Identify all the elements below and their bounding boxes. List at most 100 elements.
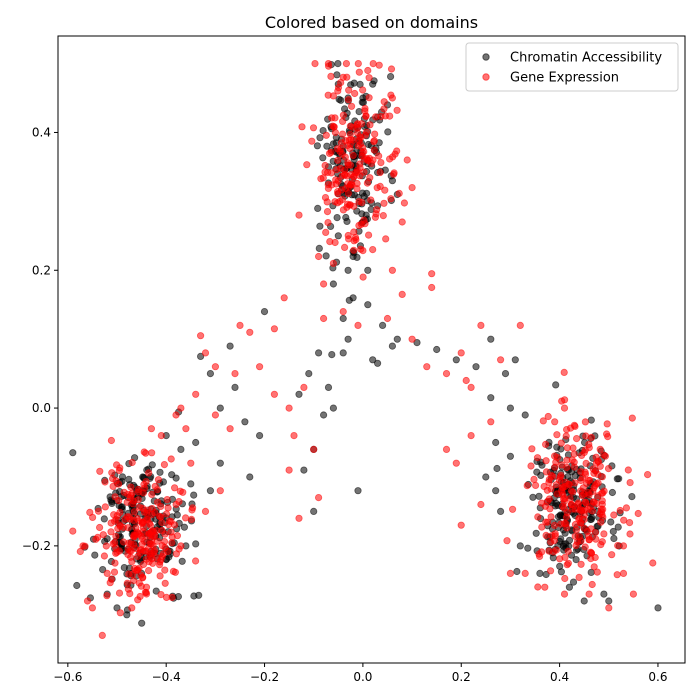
point-gene-expression — [160, 460, 168, 469]
point-gene-expression — [168, 539, 176, 547]
point-gene-expression — [246, 328, 254, 336]
point-gene-expression — [154, 476, 162, 484]
point-gene-expression — [585, 590, 593, 598]
point-gene-expression — [534, 583, 542, 591]
point-gene-expression — [603, 420, 611, 428]
point-chromatin-accessibility — [113, 604, 121, 612]
point-gene-expression — [346, 181, 355, 189]
point-gene-expression — [542, 468, 551, 476]
point-gene-expression — [201, 349, 210, 357]
point-chromatin-accessibility — [549, 554, 557, 562]
point-gene-expression — [102, 542, 110, 550]
point-gene-expression — [346, 130, 354, 138]
point-gene-expression — [626, 478, 634, 487]
chart-title: Colored based on domains — [265, 13, 478, 32]
point-chromatin-accessibility — [388, 342, 396, 350]
point-gene-expression — [132, 566, 140, 574]
point-gene-expression — [142, 590, 151, 598]
point-gene-expression — [303, 161, 311, 169]
point-gene-expression — [553, 490, 561, 498]
point-chromatin-accessibility — [556, 512, 565, 520]
point-gene-expression — [346, 201, 354, 209]
legend: Chromatin Accessibility Gene Expression — [465, 42, 679, 92]
point-gene-expression — [521, 569, 529, 578]
y-tick-label: 0.2 — [32, 263, 51, 277]
point-gene-expression — [149, 559, 157, 567]
point-gene-expression — [300, 383, 308, 391]
point-gene-expression — [389, 170, 398, 178]
point-gene-expression — [375, 152, 383, 160]
point-gene-expression — [211, 411, 219, 419]
point-gene-expression — [375, 61, 383, 69]
point-gene-expression — [332, 180, 340, 188]
point-gene-expression — [408, 184, 416, 192]
point-gene-expression — [148, 449, 156, 457]
point-chromatin-accessibility — [615, 475, 623, 483]
point-gene-expression — [581, 470, 590, 478]
point-gene-expression — [598, 538, 606, 546]
point-chromatin-accessibility — [492, 438, 500, 447]
point-gene-expression — [516, 321, 524, 329]
point-gene-expression — [626, 530, 634, 538]
point-gene-expression — [128, 489, 136, 497]
point-chromatin-accessibility — [216, 459, 224, 467]
point-gene-expression — [634, 509, 642, 518]
point-gene-expression — [560, 590, 569, 598]
point-gene-expression — [171, 521, 179, 529]
point-chromatin-accessibility — [362, 189, 371, 197]
point-gene-expression — [575, 573, 583, 582]
point-chromatin-accessibility — [123, 611, 131, 619]
point-gene-expression — [340, 243, 349, 251]
point-gene-expression — [98, 631, 106, 640]
point-gene-expression — [144, 506, 152, 514]
point-gene-expression — [643, 470, 652, 479]
point-gene-expression — [344, 96, 353, 104]
point-chromatin-accessibility — [195, 591, 203, 599]
point-gene-expression — [442, 445, 451, 453]
point-gene-expression — [182, 514, 190, 522]
point-gene-expression — [587, 433, 596, 441]
point-gene-expression — [561, 574, 569, 583]
point-gene-expression — [467, 383, 475, 391]
legend-box — [465, 42, 679, 92]
point-chromatin-accessibility — [305, 369, 313, 378]
point-gene-expression — [563, 524, 571, 532]
point-gene-expression — [349, 151, 357, 159]
point-gene-expression — [365, 94, 373, 102]
point-chromatin-accessibility — [313, 142, 321, 150]
point-gene-expression — [354, 59, 362, 68]
point-gene-expression — [79, 542, 87, 550]
point-chromatin-accessibility — [349, 252, 357, 261]
point-chromatin-accessibility — [343, 217, 351, 225]
point-chromatin-accessibility — [231, 383, 239, 391]
point-gene-expression — [96, 523, 104, 532]
point-gene-expression — [112, 532, 120, 540]
point-gene-expression — [541, 440, 550, 448]
point-gene-expression — [342, 59, 350, 68]
point-gene-expression — [172, 411, 180, 419]
point-chromatin-accessibility — [216, 404, 224, 412]
point-chromatin-accessibility — [605, 597, 613, 605]
point-gene-expression — [379, 212, 387, 220]
point-gene-expression — [577, 537, 585, 545]
point-chromatin-accessibility — [192, 438, 200, 447]
point-gene-expression — [76, 547, 84, 556]
point-chromatin-accessibility — [580, 597, 588, 605]
point-chromatin-accessibility — [384, 128, 392, 136]
point-gene-expression — [386, 112, 394, 120]
point-gene-expression — [153, 537, 162, 545]
point-gene-expression — [130, 531, 138, 539]
point-chromatin-accessibility — [557, 445, 565, 453]
point-chromatin-accessibility — [537, 471, 545, 479]
point-gene-expression — [619, 569, 628, 578]
point-gene-expression — [270, 390, 278, 398]
point-chromatin-accessibility — [654, 604, 662, 612]
point-gene-expression — [361, 220, 369, 228]
point-gene-expression — [133, 514, 141, 522]
point-gene-expression — [381, 186, 389, 194]
point-chromatin-accessibility — [513, 567, 521, 576]
point-gene-expression — [369, 59, 377, 68]
point-chromatin-accessibility — [339, 314, 347, 323]
point-gene-expression — [355, 221, 363, 230]
point-gene-expression — [123, 579, 132, 587]
